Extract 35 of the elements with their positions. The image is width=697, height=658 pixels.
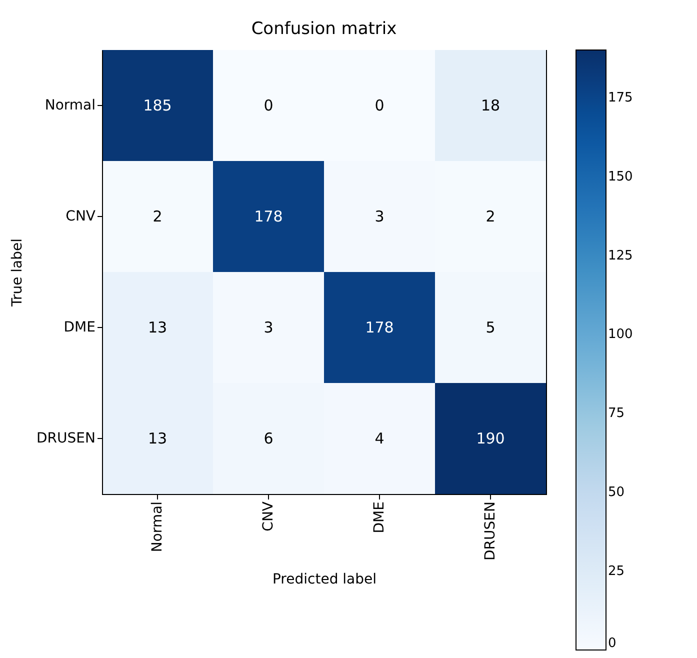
x-tick-label: Normal <box>150 502 166 552</box>
data-label: 2 <box>152 208 162 226</box>
data-label: 185 <box>143 96 172 114</box>
color-bar-label: 100 <box>608 327 633 342</box>
data-label: 178 <box>254 208 283 226</box>
data-label: 3 <box>374 208 384 226</box>
data-label: 4 <box>374 430 384 448</box>
x-tick-label: DRUSEN <box>482 502 498 560</box>
x-axis-title: Predicted label <box>272 571 377 588</box>
color-bar-label: 75 <box>608 406 625 422</box>
y-tick-label: DRUSEN <box>36 430 96 446</box>
color-bar-label: 0 <box>608 636 616 651</box>
data-label: 13 <box>148 318 168 336</box>
color-bar-label: 150 <box>608 169 633 184</box>
data-label: 6 <box>264 430 274 448</box>
y-tick-label: CNV <box>66 208 96 224</box>
data-label: 0 <box>264 96 274 114</box>
color-bar-label: 175 <box>608 90 633 106</box>
data-label: 3 <box>264 318 274 336</box>
data-label: 2 <box>486 208 496 226</box>
y-tick-label: Normal <box>44 98 96 114</box>
data-label: 0 <box>374 96 384 114</box>
x-tick-label: DME <box>372 502 388 534</box>
x-tick-label: CNV <box>260 501 276 532</box>
chart-title: Confusion matrix <box>251 19 397 39</box>
data-label: 190 <box>476 430 505 448</box>
data-label: 18 <box>480 96 500 114</box>
data-label: 5 <box>486 318 496 336</box>
y-tick-label: DME <box>64 320 96 336</box>
y-axis-title: True label <box>10 238 26 308</box>
data-label: 13 <box>148 430 168 448</box>
color-bar-label: 25 <box>608 564 625 580</box>
data-label: 178 <box>365 318 394 336</box>
color-bar-label: 125 <box>608 248 633 264</box>
color-bar-label: 50 <box>608 485 625 500</box>
